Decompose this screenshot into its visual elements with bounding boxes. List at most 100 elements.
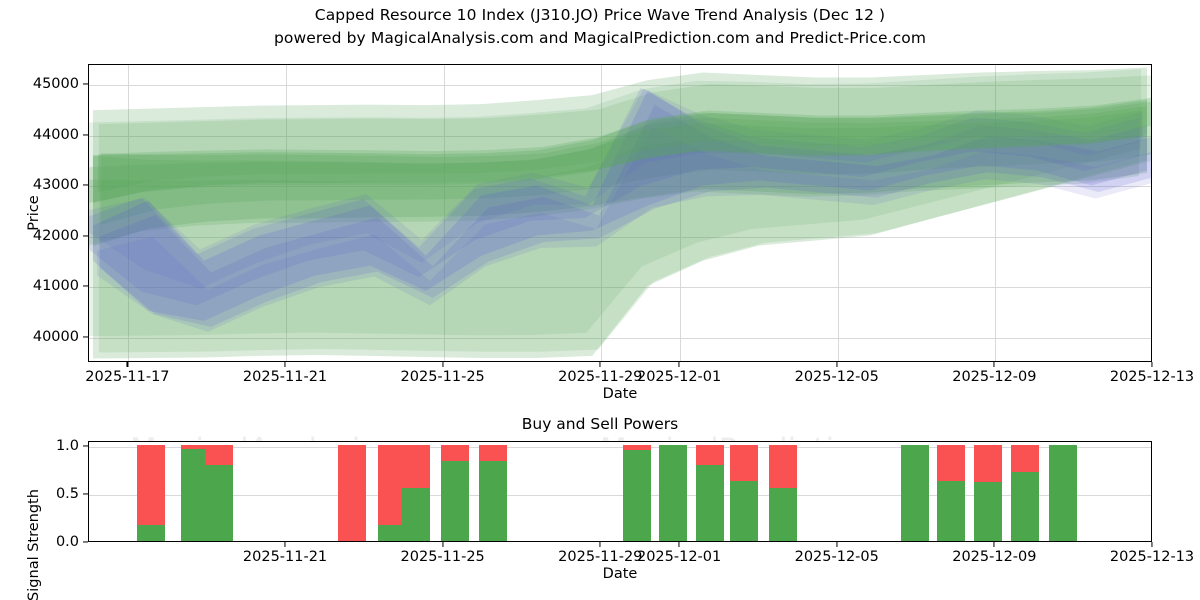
gridline-vertical xyxy=(286,65,288,361)
y-axis-tick-mark xyxy=(83,541,88,543)
sell-power-segment xyxy=(338,444,366,541)
power-bar[interactable] xyxy=(974,442,1002,541)
sell-power-segment xyxy=(1011,444,1039,472)
x-axis-tick-label: 2025-11-25 xyxy=(400,369,485,385)
gridline-horizontal xyxy=(89,337,1151,339)
sell-power-segment xyxy=(441,444,469,462)
buy-power-segment xyxy=(901,444,929,541)
x-axis-tick-mark xyxy=(442,362,444,367)
power-bar[interactable] xyxy=(441,442,469,541)
power-chart-plot-area xyxy=(88,441,1152,542)
buy-power-segment xyxy=(659,444,687,541)
gridline-vertical xyxy=(601,65,603,361)
buy-power-segment xyxy=(378,524,406,541)
x-axis-tick-label: 2025-11-29 xyxy=(558,369,643,385)
buy-power-segment xyxy=(402,488,430,541)
y-axis-tick-mark xyxy=(83,134,88,136)
x-axis-tick-mark xyxy=(1151,542,1153,547)
wave-band xyxy=(99,104,1151,327)
x-axis-tick-label: 2025-12-09 xyxy=(952,549,1037,565)
x-axis-tick-label: 2025-12-01 xyxy=(636,369,722,385)
gridline-vertical xyxy=(837,65,839,361)
buy-power-segment xyxy=(623,449,651,541)
wave-band xyxy=(89,87,1141,306)
buy-power-segment xyxy=(137,524,165,541)
wave-band xyxy=(97,97,1151,193)
x-axis-tick-label: 2025-12-05 xyxy=(794,369,879,385)
chart-title-line1: Capped Resource 10 Index (J310.JO) Price… xyxy=(314,6,886,24)
y-axis-tick-mark xyxy=(83,493,88,495)
sell-power-segment xyxy=(137,444,165,525)
x-axis-tick-label: 2025-11-21 xyxy=(242,549,328,565)
x-axis-tick-mark xyxy=(599,362,601,367)
power-chart-title: Buy and Sell Powers xyxy=(521,415,679,433)
price-chart-y-axis-label: Price xyxy=(26,195,42,231)
buy-power-segment xyxy=(1049,444,1077,541)
x-axis-tick-mark xyxy=(836,542,838,547)
sell-power-segment xyxy=(402,444,430,489)
power-bar[interactable] xyxy=(205,442,233,541)
power-bar[interactable] xyxy=(137,442,165,541)
y-axis-tick-label: 0.5 xyxy=(55,485,79,502)
power-bar[interactable] xyxy=(659,442,687,541)
power-bar[interactable] xyxy=(181,442,209,541)
wave-band xyxy=(100,101,1151,225)
x-axis-tick-label: 2025-12-13 xyxy=(1109,549,1195,565)
y-axis-tick-label: 40000 xyxy=(32,328,79,345)
power-bar[interactable] xyxy=(937,442,965,541)
power-chart-y-axis-label: Signal Strength xyxy=(26,489,42,600)
sell-power-segment xyxy=(479,444,507,462)
sell-power-segment xyxy=(696,444,724,465)
x-axis-tick-label: 2025-11-17 xyxy=(85,369,170,385)
buy-power-segment xyxy=(205,465,233,541)
price-wave-bands xyxy=(89,67,1151,359)
buy-power-segment xyxy=(441,461,469,541)
gridline-horizontal xyxy=(89,446,1151,448)
power-bar[interactable] xyxy=(1011,442,1039,541)
price-chart-x-axis-label: Date xyxy=(602,386,638,402)
price-chart-plot-area xyxy=(88,64,1152,362)
buy-power-segment xyxy=(181,448,209,541)
power-bar[interactable] xyxy=(901,442,929,541)
x-axis-tick-mark xyxy=(993,542,995,547)
sell-power-segment xyxy=(769,444,797,489)
y-axis-tick-label: 0.0 xyxy=(55,534,79,550)
power-bar[interactable] xyxy=(696,442,724,541)
gridline-horizontal xyxy=(89,85,1151,87)
wave-band xyxy=(89,110,1143,203)
sell-power-segment xyxy=(181,444,209,449)
buy-power-segment xyxy=(769,488,797,541)
x-axis-tick-mark xyxy=(1151,362,1153,367)
wave-band xyxy=(92,100,1148,203)
buy-power-segment xyxy=(479,461,507,541)
gridline-horizontal xyxy=(89,236,1151,238)
gridline-horizontal xyxy=(89,287,1151,289)
sell-power-segment xyxy=(730,444,758,482)
power-bar[interactable] xyxy=(730,442,758,541)
power-bar[interactable] xyxy=(402,442,430,541)
sell-power-segment xyxy=(378,444,406,525)
sell-power-segment xyxy=(205,444,233,465)
wave-band xyxy=(89,88,1144,289)
x-axis-tick-mark xyxy=(284,542,286,547)
power-bar[interactable] xyxy=(623,442,651,541)
gridline-horizontal xyxy=(89,186,1151,188)
x-axis-tick-label: 2025-11-25 xyxy=(400,549,485,565)
sell-power-segment xyxy=(623,444,651,450)
x-axis-tick-mark xyxy=(442,542,444,547)
y-axis-tick-mark xyxy=(83,83,88,85)
power-bar[interactable] xyxy=(1049,442,1077,541)
power-bar[interactable] xyxy=(378,442,406,541)
gridline-horizontal xyxy=(89,135,1151,137)
power-bar[interactable] xyxy=(479,442,507,541)
wave-band xyxy=(98,75,1151,353)
y-axis-tick-mark xyxy=(83,445,88,447)
power-bar[interactable] xyxy=(338,442,366,541)
y-axis-tick-label: 45000 xyxy=(32,76,79,93)
y-axis-tick-mark xyxy=(83,235,88,237)
buy-power-segment xyxy=(696,465,724,541)
y-axis-tick-mark xyxy=(83,184,88,186)
buy-power-segment xyxy=(937,481,965,541)
power-bar[interactable] xyxy=(769,442,797,541)
x-axis-tick-mark xyxy=(284,362,286,367)
